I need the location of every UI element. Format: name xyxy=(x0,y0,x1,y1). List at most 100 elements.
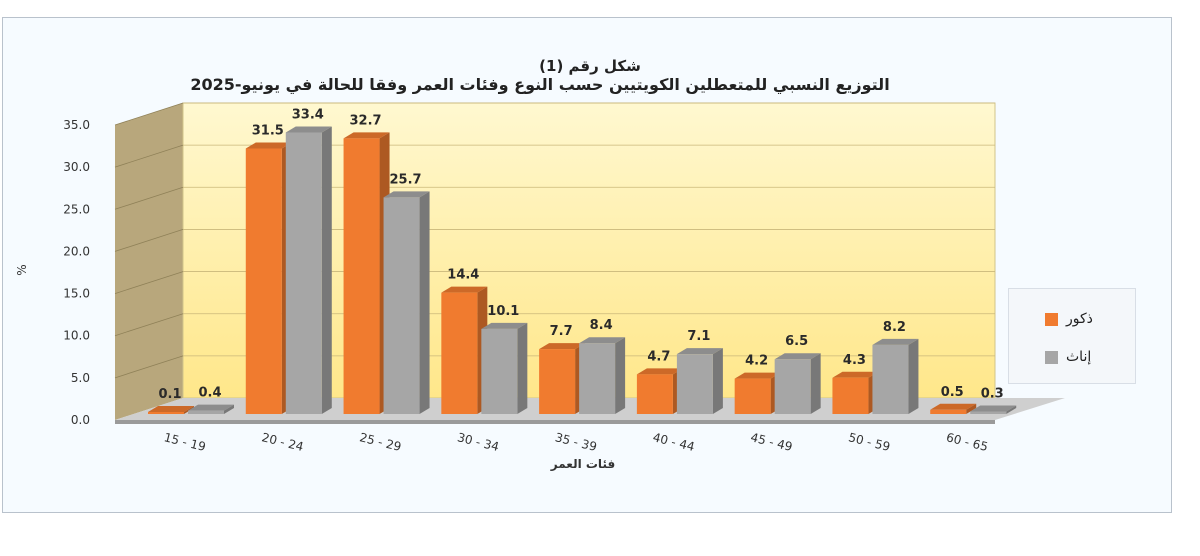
bar-males xyxy=(148,406,194,414)
bar-females xyxy=(188,404,234,414)
bar-front xyxy=(383,197,420,414)
data-label: 6.5 xyxy=(785,334,808,349)
y-tick-label: 30.0 xyxy=(63,160,90,174)
bar-males xyxy=(930,403,977,414)
x-tick-label: 15 - 19 xyxy=(163,430,208,454)
gridline-side xyxy=(114,355,184,379)
x-tick-label: 40 - 44 xyxy=(651,430,696,454)
data-label: 31.5 xyxy=(252,124,284,139)
x-tick-label: 30 - 34 xyxy=(456,430,501,454)
legend-swatch-males xyxy=(1045,312,1058,326)
bar-top xyxy=(734,372,781,379)
bar-top xyxy=(579,337,626,344)
x-axis-ticks: 15 - 19 20 - 24 25 - 29 30 - 34 35 - 39 40 - … xyxy=(163,430,990,454)
bar-side xyxy=(1006,405,1017,414)
data-label: 7.1 xyxy=(687,329,710,344)
bar-top xyxy=(481,322,528,329)
bar-side xyxy=(908,338,919,414)
bar-front xyxy=(579,343,616,414)
bar-front xyxy=(188,410,224,414)
bar-front xyxy=(970,411,1007,414)
bar-front xyxy=(285,132,322,414)
bar-males xyxy=(539,343,586,414)
bar-front xyxy=(872,344,909,414)
floor-edge xyxy=(115,420,995,424)
bar-top xyxy=(930,403,977,410)
x-axis-label: فئات العمر xyxy=(550,457,615,471)
bar-front xyxy=(539,349,576,414)
bar-side xyxy=(419,191,430,414)
bar-females xyxy=(481,322,528,414)
legend-label-males: ذكور xyxy=(1066,311,1093,327)
bar-front xyxy=(481,328,518,414)
bar-top xyxy=(832,371,879,378)
data-label: 33.4 xyxy=(292,107,324,122)
legend: ذكور إناث xyxy=(1008,288,1136,384)
y-tick-label: 0.0 xyxy=(71,413,90,427)
y-axis-ticks: 0.0 5.0 10.0 15.0 20.0 25.0 30.0 35.0 xyxy=(63,118,90,427)
bar-females xyxy=(383,191,430,414)
data-labels: 0.1 0.4 31.5 33.4 32.7 25.7 14.4 10.1 7.7 8.4 4.7 7… xyxy=(158,107,1003,402)
chart-title: شكل رقم (1) xyxy=(539,57,641,75)
bar-side xyxy=(966,403,977,414)
x-tick-label: 20 - 24 xyxy=(260,430,305,454)
bar-females xyxy=(285,126,332,414)
data-label: 7.7 xyxy=(550,324,573,339)
bar-top xyxy=(872,338,919,345)
gridline-side xyxy=(114,144,184,168)
data-label: 32.7 xyxy=(350,113,382,128)
bar-top xyxy=(636,368,683,375)
data-label: 0.1 xyxy=(158,387,181,402)
bar-females xyxy=(872,338,919,414)
y-tick-label: 15.0 xyxy=(63,287,90,301)
data-label: 4.3 xyxy=(843,353,866,368)
bar-side xyxy=(321,126,332,414)
bar-males xyxy=(832,371,879,414)
data-label: 14.4 xyxy=(447,268,479,283)
gridline-side xyxy=(114,102,184,126)
bar-front xyxy=(636,374,673,414)
bar-females xyxy=(774,353,821,414)
gridline-side xyxy=(114,313,184,337)
bar-side xyxy=(224,404,234,414)
bar-front xyxy=(734,378,771,414)
legend-item-females: إناث xyxy=(1045,347,1091,367)
gridline-side xyxy=(114,271,184,294)
bar-top xyxy=(676,348,723,355)
bar-top xyxy=(245,142,292,149)
bar-top xyxy=(188,404,234,411)
bar-top xyxy=(539,343,586,350)
legend-label-females: إناث xyxy=(1066,349,1092,365)
bar-front xyxy=(832,377,869,414)
data-label: 8.4 xyxy=(590,318,613,333)
bar-side xyxy=(615,337,626,414)
data-label: 0.5 xyxy=(941,385,964,400)
data-label: 4.2 xyxy=(745,354,768,369)
data-label: 8.2 xyxy=(883,320,906,335)
chart-subtitle: التوزيع النسبي للمتعطلين الكويتيين حسب ا… xyxy=(190,75,890,94)
bar-females xyxy=(970,405,1017,414)
y-tick-label: 25.0 xyxy=(63,202,90,216)
data-label: 0.3 xyxy=(981,386,1004,401)
bar-front xyxy=(441,292,478,414)
bar-females xyxy=(676,348,723,414)
data-label: 25.7 xyxy=(390,172,422,187)
data-label: 10.1 xyxy=(487,304,519,319)
bar-top xyxy=(343,132,390,139)
bar-top xyxy=(148,406,194,412)
y-tick-label: 5.0 xyxy=(71,371,90,385)
bar-males xyxy=(734,372,781,414)
x-tick-label: 45 - 49 xyxy=(749,430,794,454)
bar-males xyxy=(343,132,390,414)
bar-top xyxy=(285,126,332,133)
y-tick-label: 10.0 xyxy=(63,329,90,343)
bar-top xyxy=(441,286,488,293)
gridline-side xyxy=(114,186,184,210)
bar-top xyxy=(774,353,821,360)
bar-front xyxy=(245,148,282,414)
bar-front xyxy=(676,354,713,414)
x-tick-label: 60 - 65 xyxy=(945,430,990,454)
bar-side xyxy=(712,348,723,414)
y-axis-label: % xyxy=(15,264,29,275)
